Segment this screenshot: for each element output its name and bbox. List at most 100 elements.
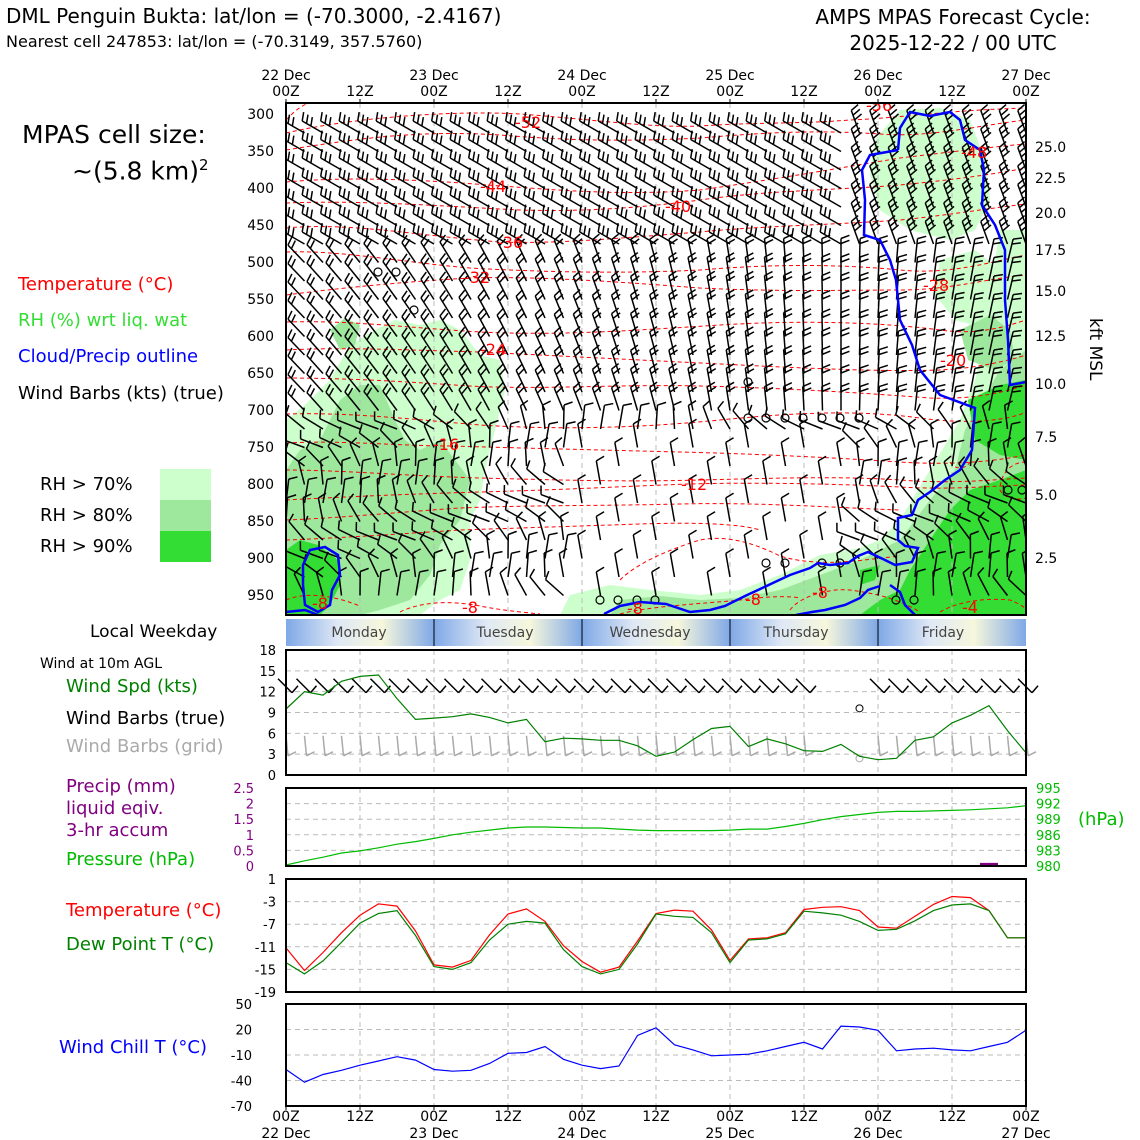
barb-staff [496, 370, 509, 393]
wind-barb [288, 513, 306, 541]
true-wind-barb [536, 678, 558, 694]
barb-flag [974, 384, 984, 388]
barb-flag [404, 368, 411, 377]
precip-label-1: Precip (mm) [66, 776, 176, 797]
barb-flag [954, 278, 964, 282]
barb-flag [823, 188, 827, 198]
isotherm [286, 469, 1026, 483]
barb-staff [420, 278, 435, 300]
barb-flag [319, 204, 323, 214]
wind-barb [286, 594, 287, 596]
wind-barb [367, 548, 380, 578]
barb-flag [439, 116, 443, 127]
wind-barb [800, 130, 823, 153]
wind-barb [877, 458, 891, 485]
barb-flag [954, 315, 964, 319]
barb-staff [671, 175, 694, 190]
wind-barb [914, 383, 927, 411]
barb-staff [363, 354, 380, 374]
barb-staff [577, 423, 583, 448]
barb-flag [791, 190, 795, 201]
barb-staff [414, 571, 421, 596]
wind-barb [858, 458, 873, 485]
barb-staff [782, 386, 787, 411]
barb-flag [840, 313, 850, 319]
barb-staff [725, 368, 731, 393]
barb-flag [821, 289, 831, 295]
barb-staff [744, 312, 750, 337]
isotherm [286, 167, 1026, 211]
barb-staff [465, 460, 472, 485]
barb-staff [412, 212, 435, 227]
barb-flag [458, 252, 466, 261]
barb-staff [988, 275, 995, 300]
wind-barb [344, 346, 361, 374]
barb-flag [687, 289, 696, 296]
grid-wind-barb [562, 735, 574, 757]
barb-staff [988, 294, 995, 319]
time-tick-label: 12Z [642, 1109, 669, 1125]
wind-barb [541, 400, 551, 430]
barb-flag [1000, 127, 1009, 135]
barb-flag [821, 382, 831, 388]
wind-barb [706, 307, 717, 337]
barb-staff [951, 553, 957, 578]
wind-barb [319, 111, 342, 134]
isotherm [286, 251, 1026, 273]
barb-flag [748, 404, 753, 414]
barb-flag [1017, 196, 1026, 204]
wind-barb [894, 405, 916, 430]
barb-flag [854, 187, 863, 195]
calm-circle [1017, 485, 1026, 495]
barb-staff [439, 315, 454, 337]
wind-barb [475, 401, 491, 430]
barb-flag [898, 346, 908, 351]
barb-flag [828, 116, 832, 127]
barb-flag [578, 130, 582, 140]
barb-flag [717, 116, 721, 127]
wind-barb [969, 366, 984, 393]
barb-flag [1004, 400, 1013, 406]
barb-flag [486, 111, 490, 122]
barb-staff [496, 351, 509, 374]
barb-flag [584, 402, 594, 406]
wind-barb [515, 381, 528, 411]
barb-staff [932, 735, 937, 756]
barb-flag [916, 568, 926, 573]
barb-flag [887, 104, 896, 112]
barb-staff [998, 678, 1015, 694]
barb-flag [998, 122, 1007, 130]
barb-flag [926, 182, 935, 190]
barb-flag [287, 329, 293, 338]
windchill-y-tick: -70 [231, 1100, 252, 1115]
wind-barb [591, 381, 602, 411]
barb-staff [690, 157, 712, 171]
barb-staff [841, 504, 860, 523]
barb-flag [560, 148, 564, 159]
wind-barb [515, 307, 528, 337]
barb-flag [764, 349, 774, 356]
barb-flag [517, 256, 526, 265]
wind-barb [671, 111, 694, 134]
barb-flag [687, 233, 696, 240]
barb-staff [706, 294, 713, 319]
barb-flag [543, 548, 553, 554]
barb-staff [542, 212, 564, 227]
barb-staff [562, 404, 565, 430]
barb-flag [624, 227, 628, 238]
barb-staff [763, 238, 768, 263]
grid-wind-barb [451, 735, 463, 757]
wind-barb [914, 272, 927, 300]
barb-flag [973, 550, 984, 555]
barb-staff [382, 279, 398, 300]
wind-barb [763, 222, 786, 245]
barb-flag [453, 403, 459, 412]
barb-flag [783, 308, 793, 314]
barb-flag [840, 253, 850, 258]
barb-flag [430, 148, 434, 159]
legend-rh90-label: RH > 90% [40, 536, 133, 557]
wind-barb [525, 549, 538, 578]
pressure-tick: 500 [247, 255, 274, 271]
barb-flag [592, 270, 600, 278]
wind-barb [467, 130, 490, 153]
